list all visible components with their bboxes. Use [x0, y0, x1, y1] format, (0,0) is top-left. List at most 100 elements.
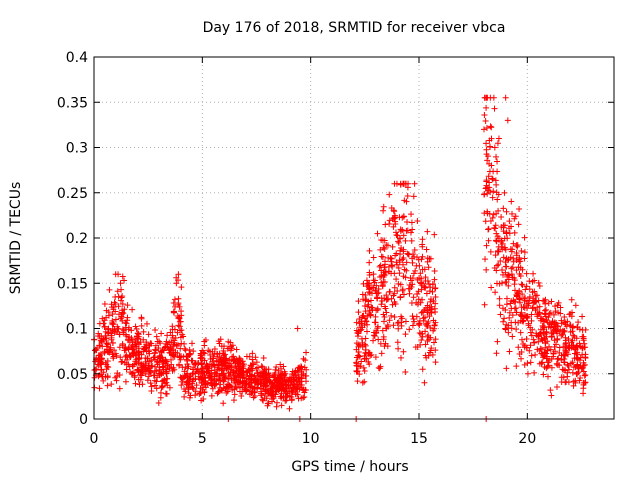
- data-point: [482, 118, 489, 125]
- data-point: [523, 301, 530, 307]
- data-point: [536, 303, 543, 310]
- y-tick-label: 0.15: [57, 276, 88, 292]
- data-point: [121, 277, 128, 284]
- data-point: [378, 350, 385, 357]
- data-point: [547, 387, 554, 394]
- data-point: [520, 303, 527, 310]
- data-point: [229, 354, 236, 361]
- data-point: [288, 379, 295, 386]
- data-point: [133, 333, 140, 340]
- data-point: [163, 338, 170, 345]
- data-point: [514, 243, 521, 250]
- data-point: [198, 350, 205, 357]
- data-point: [179, 331, 186, 338]
- data-point: [140, 328, 147, 335]
- data-point: [135, 366, 142, 373]
- data-point: [366, 247, 373, 254]
- data-point: [158, 348, 165, 355]
- data-point: [260, 373, 267, 380]
- data-point: [521, 249, 528, 256]
- data-point: [354, 354, 361, 361]
- data-point: [129, 306, 136, 313]
- data-point: [153, 333, 160, 340]
- data-point: [528, 317, 535, 324]
- data-point: [255, 364, 261, 371]
- data-point: [397, 354, 404, 361]
- data-point: [419, 296, 426, 303]
- data-point: [502, 326, 509, 333]
- data-point: [540, 318, 547, 325]
- data-point: [522, 286, 529, 293]
- data-point: [515, 221, 522, 228]
- data-point: [422, 274, 429, 281]
- data-point: [208, 392, 215, 399]
- data-point: [409, 313, 416, 320]
- data-point: [518, 312, 525, 319]
- data-point: [145, 331, 152, 338]
- data-point: [579, 327, 586, 334]
- data-point: [513, 242, 520, 249]
- data-point: [409, 259, 416, 266]
- data-point: [506, 314, 513, 321]
- data-point: [520, 341, 527, 348]
- data-point: [171, 366, 178, 373]
- data-point: [503, 295, 510, 302]
- data-point: [272, 374, 279, 381]
- data-point: [278, 402, 285, 409]
- data-point: [570, 323, 577, 330]
- data-point: [175, 300, 182, 307]
- data-point: [374, 295, 381, 302]
- data-point: [409, 281, 416, 288]
- data-point: [503, 365, 510, 372]
- data-point: [521, 304, 528, 311]
- data-point: [169, 332, 176, 339]
- data-point: [383, 309, 390, 316]
- data-point: [512, 287, 519, 294]
- data-point: [408, 299, 415, 306]
- data-point: [489, 194, 496, 201]
- data-point: [197, 355, 204, 362]
- data-point: [579, 333, 586, 340]
- data-point: [400, 213, 407, 220]
- data-point: [101, 317, 108, 324]
- data-point: [92, 366, 99, 373]
- data-point: [137, 371, 144, 378]
- data-point: [428, 345, 435, 352]
- data-point: [189, 378, 196, 385]
- data-point: [366, 271, 373, 278]
- data-point: [506, 230, 513, 237]
- data-point: [248, 383, 255, 390]
- x-tick-label: 0: [90, 431, 99, 447]
- data-point: [499, 240, 506, 247]
- data-point: [376, 263, 383, 270]
- data-point: [400, 254, 407, 261]
- data-point: [556, 344, 563, 351]
- data-point: [300, 394, 307, 401]
- data-point: [365, 301, 372, 308]
- data-point: [491, 105, 498, 112]
- data-point: [109, 339, 116, 346]
- data-point: [505, 282, 512, 289]
- data-point: [148, 383, 155, 390]
- data-point: [493, 230, 500, 237]
- data-point: [503, 263, 510, 270]
- data-point: [403, 267, 410, 274]
- data-point: [221, 343, 228, 350]
- data-point: [397, 247, 404, 254]
- data-point: [511, 298, 518, 305]
- data-point: [524, 360, 531, 367]
- data-point: [502, 279, 509, 286]
- data-point: [380, 244, 387, 251]
- data-point: [399, 256, 406, 263]
- data-point: [175, 277, 182, 284]
- data-point: [501, 235, 508, 242]
- data-point: [121, 306, 128, 313]
- data-point: [374, 290, 381, 297]
- data-point: [274, 378, 281, 385]
- data-point: [422, 341, 429, 348]
- data-point: [215, 388, 222, 395]
- data-point: [361, 356, 368, 363]
- data-point: [516, 206, 523, 213]
- data-point: [570, 364, 577, 371]
- data-point: [288, 393, 295, 400]
